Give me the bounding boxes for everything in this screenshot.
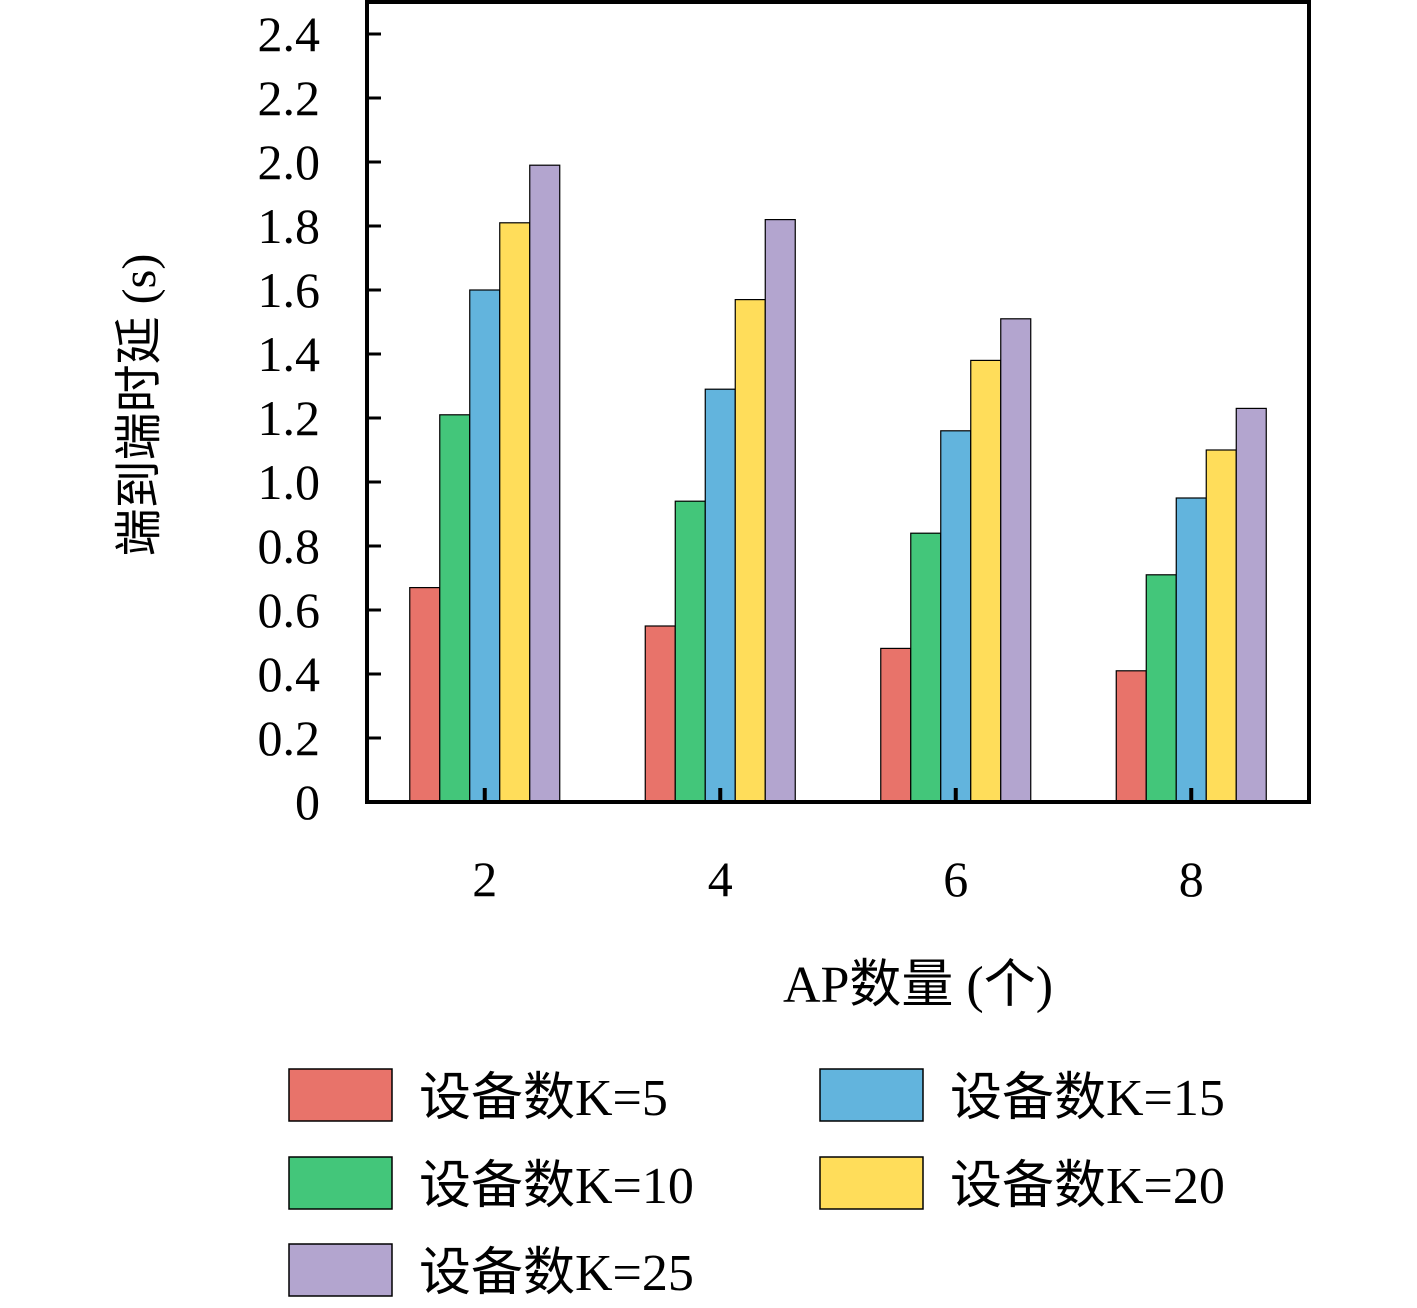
legend-label: 设备数K=5 (419, 1070, 668, 1127)
bar-2-series-2 (439, 414, 471, 803)
legend-item: 设备数K=15 (819, 1068, 1225, 1127)
legend-swatch (819, 1068, 924, 1122)
bar-8-series-3 (1175, 497, 1207, 803)
y-tick-label: 0.2 (258, 710, 321, 766)
bar-6-series-1 (880, 647, 912, 803)
legend-item: 设备数K=10 (288, 1156, 694, 1215)
bar-6-series-5 (1000, 318, 1032, 803)
legend: 设备数K=5 设备数K=10 设备数K=15 设备数K=20 设备数K=25 (288, 1068, 1225, 1302)
legend-label: 设备数K=25 (419, 1245, 694, 1302)
bar-4-series-5 (764, 219, 796, 803)
legend-swatch (819, 1156, 924, 1210)
y-tick-label: 2.2 (258, 70, 321, 126)
bar-8-series-2 (1145, 574, 1177, 803)
legend-swatch (288, 1243, 393, 1297)
bar-6-series-2 (910, 532, 942, 803)
y-axis-label: 端到端时延 (s) (113, 254, 166, 557)
y-tick-label: 1.6 (258, 262, 321, 318)
ticks-layer: 2 4 6 8 0 0.2 0.4 0.6 0.8 1.0 1.2 1.4 1.6 1.8 2.0 2.2 2.… (258, 6, 1204, 907)
bar-8-series-1 (1115, 670, 1147, 803)
x-tick-label: 4 (708, 851, 733, 907)
legend-label: 设备数K=20 (950, 1158, 1225, 1215)
x-axis-label: AP数量 (个) (783, 957, 1053, 1014)
bar-2-series-5 (529, 164, 561, 803)
legend-item: 设备数K=5 (288, 1068, 668, 1127)
bar-8-series-5 (1235, 407, 1267, 803)
legend-label: 设备数K=10 (419, 1158, 694, 1215)
y-tick-label: 0.4 (258, 646, 321, 702)
bars-layer (409, 164, 1267, 803)
y-tick-label: 2.0 (258, 134, 321, 190)
bar-2-series-4 (499, 222, 531, 803)
legend-item: 设备数K=20 (819, 1156, 1225, 1215)
bar-2-series-1 (409, 586, 441, 803)
plot-frame (365, 0, 1311, 804)
bar-2-series-3 (469, 289, 501, 803)
bar-4-series-2 (674, 500, 706, 803)
bar-4-series-1 (644, 625, 676, 803)
y-tick-label: 1.8 (258, 198, 321, 254)
y-tick-label: 0.6 (258, 582, 321, 638)
legend-swatch (288, 1068, 393, 1122)
y-tick-label: 0 (295, 774, 320, 830)
x-tick-label: 6 (943, 851, 968, 907)
y-tick-label: 0.8 (258, 518, 321, 574)
legend-item: 设备数K=25 (288, 1243, 694, 1302)
legend-swatch (288, 1156, 393, 1210)
y-tick-label: 2.4 (258, 6, 321, 62)
x-tick-label: 8 (1179, 851, 1204, 907)
y-tick-label: 1.4 (258, 326, 321, 382)
bar-4-series-3 (704, 388, 736, 803)
x-tick-label: 2 (472, 851, 497, 907)
y-tick-label: 1.0 (258, 454, 321, 510)
bar-8-series-4 (1205, 449, 1237, 803)
bar-6-series-3 (940, 430, 972, 803)
y-tick-label: 1.2 (258, 390, 321, 446)
legend-label: 设备数K=15 (950, 1070, 1225, 1127)
bar-4-series-4 (734, 299, 766, 803)
bar-6-series-4 (970, 359, 1002, 803)
